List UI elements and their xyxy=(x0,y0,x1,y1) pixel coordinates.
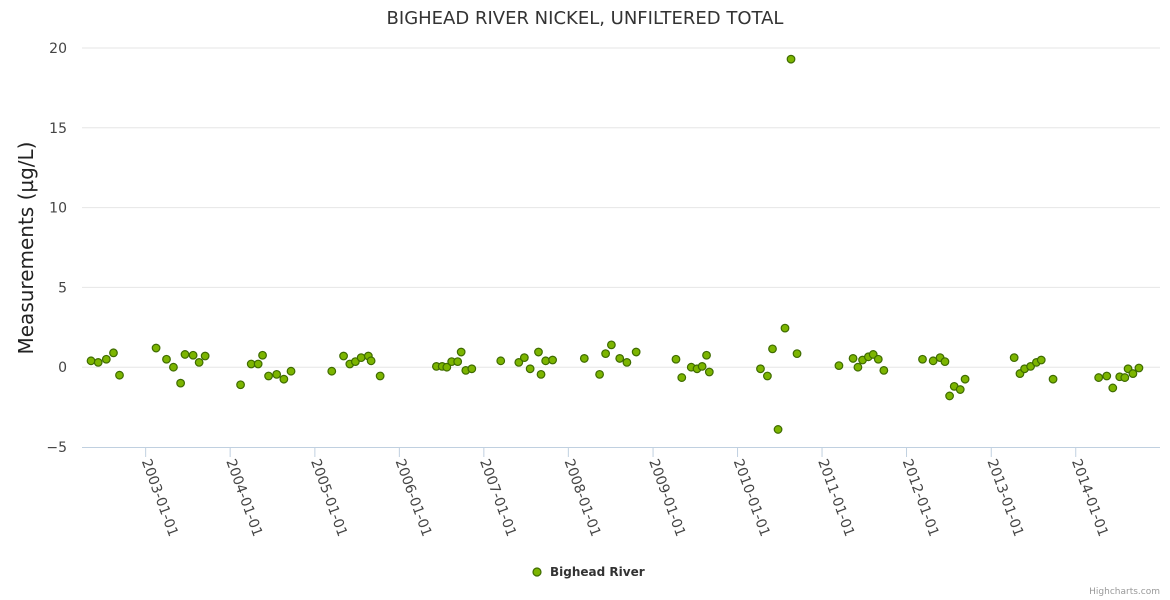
data-point[interactable] xyxy=(194,358,204,367)
data-point[interactable] xyxy=(86,356,96,366)
data-point[interactable] xyxy=(940,357,950,367)
data-point[interactable] xyxy=(631,347,641,357)
data-point[interactable] xyxy=(264,371,273,381)
data-point[interactable] xyxy=(768,344,777,354)
data-point[interactable] xyxy=(109,348,118,358)
data-point[interactable] xyxy=(519,353,529,363)
data-point[interactable] xyxy=(955,385,965,394)
data-point[interactable] xyxy=(453,357,463,367)
y-axis-ticks: −5 0 5 10 15 20 xyxy=(46,41,67,456)
data-point[interactable] xyxy=(467,364,477,374)
data-point[interactable] xyxy=(176,378,186,388)
data-point[interactable] xyxy=(375,371,385,381)
data-points xyxy=(86,54,1144,434)
data-point[interactable] xyxy=(1036,355,1046,365)
data-point[interactable] xyxy=(496,356,506,366)
data-point[interactable] xyxy=(763,371,772,381)
data-point[interactable] xyxy=(366,356,376,366)
data-point[interactable] xyxy=(327,366,337,376)
data-point[interactable] xyxy=(350,357,360,367)
chart-title: BIGHEAD RIVER NICKEL, UNFILTERED TOTAL xyxy=(387,8,784,29)
data-point[interactable] xyxy=(534,347,543,357)
y-tick-label: −5 xyxy=(46,440,67,456)
y-tick-label: 15 xyxy=(49,121,67,137)
data-point[interactable] xyxy=(356,353,366,363)
data-point[interactable] xyxy=(93,358,103,367)
data-point[interactable] xyxy=(272,369,282,379)
data-point[interactable] xyxy=(339,351,348,361)
data-point[interactable] xyxy=(1009,353,1019,363)
data-point[interactable] xyxy=(286,366,296,376)
data-point[interactable] xyxy=(548,355,557,365)
data-point[interactable] xyxy=(1026,362,1036,371)
data-point[interactable] xyxy=(579,354,589,363)
credits-link[interactable]: Highcharts.com xyxy=(1089,587,1160,597)
data-point[interactable] xyxy=(928,356,938,366)
data-point[interactable] xyxy=(1128,369,1138,378)
data-point[interactable] xyxy=(945,391,954,401)
legend-symbol xyxy=(532,567,542,577)
data-point[interactable] xyxy=(279,374,289,384)
data-point[interactable] xyxy=(601,349,611,359)
data-point[interactable] xyxy=(702,350,711,360)
data-point[interactable] xyxy=(677,373,687,382)
data-point[interactable] xyxy=(1102,371,1112,381)
data-point[interactable] xyxy=(756,364,765,374)
y-axis-label: Measurements (µg/L) xyxy=(14,142,38,355)
y-tick-label: 10 xyxy=(49,201,67,217)
data-point[interactable] xyxy=(606,340,616,350)
data-point[interactable] xyxy=(792,349,802,359)
data-point[interactable] xyxy=(773,425,783,434)
data-point[interactable] xyxy=(615,354,625,363)
data-point[interactable] xyxy=(200,351,210,361)
data-point[interactable] xyxy=(525,364,535,374)
data-point[interactable] xyxy=(1134,363,1144,373)
data-point[interactable] xyxy=(1048,374,1058,384)
y-tick-label: 5 xyxy=(58,280,67,296)
data-point[interactable] xyxy=(848,354,858,363)
data-point[interactable] xyxy=(169,362,178,372)
data-point[interactable] xyxy=(879,365,889,375)
data-point[interactable] xyxy=(101,354,111,364)
data-point[interactable] xyxy=(622,358,632,367)
data-point[interactable] xyxy=(442,362,452,372)
data-point[interactable] xyxy=(236,380,245,390)
data-point[interactable] xyxy=(151,343,161,353)
data-point[interactable] xyxy=(697,362,707,371)
data-point[interactable] xyxy=(456,347,466,357)
data-point[interactable] xyxy=(834,361,844,371)
data-point[interactable] xyxy=(704,367,714,377)
data-point[interactable] xyxy=(258,350,267,360)
data-point[interactable] xyxy=(162,354,171,364)
legend[interactable]: Bighead River xyxy=(532,565,645,579)
data-point[interactable] xyxy=(671,354,681,364)
y-tick-label: 0 xyxy=(58,360,67,376)
gridlines xyxy=(82,47,1160,368)
data-point[interactable] xyxy=(786,54,796,64)
data-point[interactable] xyxy=(595,369,604,379)
data-point[interactable] xyxy=(918,354,927,364)
data-point[interactable] xyxy=(188,350,198,360)
data-point[interactable] xyxy=(853,362,863,372)
data-point[interactable] xyxy=(780,323,790,333)
y-tick-label: 20 xyxy=(49,41,67,57)
data-point[interactable] xyxy=(960,374,970,384)
data-point[interactable] xyxy=(253,359,263,369)
data-point[interactable] xyxy=(1120,373,1130,382)
legend-item-label[interactable]: Bighead River xyxy=(550,565,645,579)
data-point[interactable] xyxy=(536,369,546,379)
data-point[interactable] xyxy=(115,370,124,380)
data-point[interactable] xyxy=(180,350,190,359)
data-point[interactable] xyxy=(873,354,883,364)
data-point[interactable] xyxy=(514,358,524,367)
data-point[interactable] xyxy=(1108,383,1118,393)
data-point[interactable] xyxy=(1094,373,1104,382)
